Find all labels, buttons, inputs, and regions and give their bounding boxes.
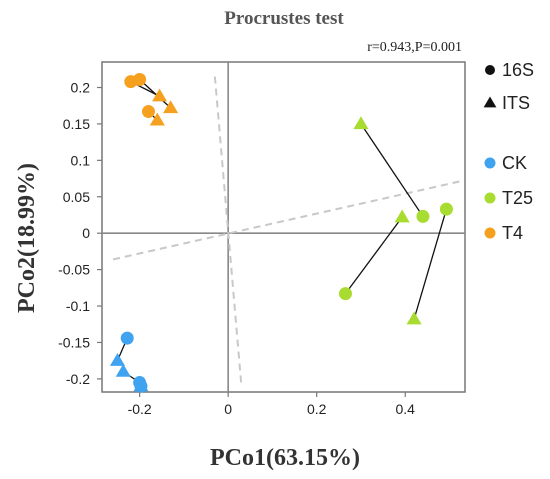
x-tick-label: 0.4 bbox=[396, 401, 416, 417]
legend-color-t25 bbox=[484, 192, 496, 204]
point-its-ck bbox=[109, 353, 126, 366]
legend-circle-marker bbox=[485, 65, 495, 75]
y-tick-label: -0.1 bbox=[66, 298, 90, 314]
legend: 16S ITS CK T25 T4 bbox=[483, 60, 534, 243]
legend-color-t4 bbox=[484, 227, 496, 239]
point-its-t25 bbox=[406, 311, 422, 325]
point-its-t25 bbox=[353, 116, 369, 130]
legend-label-ck: CK bbox=[502, 153, 527, 173]
point-16s-t25 bbox=[439, 202, 453, 216]
y-tick-label: -0.05 bbox=[58, 262, 90, 278]
point-16s-t4 bbox=[141, 105, 155, 119]
x-axis-title: PCo1(63.15%) bbox=[210, 445, 360, 471]
legend-label-its: ITS bbox=[502, 93, 530, 113]
point-its-t4 bbox=[152, 88, 168, 102]
legend-label-t25: T25 bbox=[502, 188, 533, 208]
point-its-t25 bbox=[394, 209, 410, 223]
point-its-t4 bbox=[163, 100, 179, 114]
y-tick-label: 0.1 bbox=[71, 152, 91, 168]
stats-annotation: r=0.943,P=0.001 bbox=[367, 40, 462, 55]
y-tick-label: 0.05 bbox=[63, 189, 90, 205]
point-16s-ck bbox=[134, 379, 148, 393]
y-axis-title: PCo2(18.99%) bbox=[14, 163, 40, 313]
procrustes-link-line bbox=[413, 208, 448, 320]
legend-triangle-marker bbox=[483, 96, 497, 108]
y-tick-label: -0.2 bbox=[66, 371, 90, 387]
point-its-ck bbox=[115, 363, 131, 377]
x-tick-label: 0.2 bbox=[307, 401, 327, 417]
rotation-axis-2 bbox=[112, 179, 464, 261]
x-tick-label: 0 bbox=[224, 401, 232, 417]
y-tick-label: 0.2 bbox=[71, 79, 91, 95]
plot-frame bbox=[101, 61, 466, 393]
y-tick-label: 0 bbox=[82, 225, 90, 241]
point-16s-ck bbox=[120, 331, 134, 345]
point-16s-t25 bbox=[416, 209, 430, 223]
point-its-t4 bbox=[149, 112, 165, 126]
y-tick-label: 0.15 bbox=[63, 116, 90, 132]
chart-title: Procrustes test bbox=[224, 8, 344, 29]
procrustes-link-line bbox=[139, 79, 172, 109]
procrustes-link-line bbox=[344, 216, 403, 295]
point-16s-t25 bbox=[338, 287, 352, 301]
y-tick-label: -0.15 bbox=[58, 334, 90, 350]
legend-color-ck bbox=[484, 157, 496, 169]
procrustes-link-line bbox=[360, 123, 424, 217]
x-tick-label: -0.2 bbox=[128, 401, 152, 417]
point-16s-t4 bbox=[133, 72, 147, 86]
plot-area: -0.2 0 0.2 0.4 0.2 0.15 0.1 0.05 0 -0.05 -0.1 -0.15… bbox=[58, 61, 466, 417]
legend-label-t4: T4 bbox=[502, 223, 523, 243]
legend-label-16s: 16S bbox=[502, 60, 534, 80]
rotation-axis-1 bbox=[213, 76, 243, 387]
